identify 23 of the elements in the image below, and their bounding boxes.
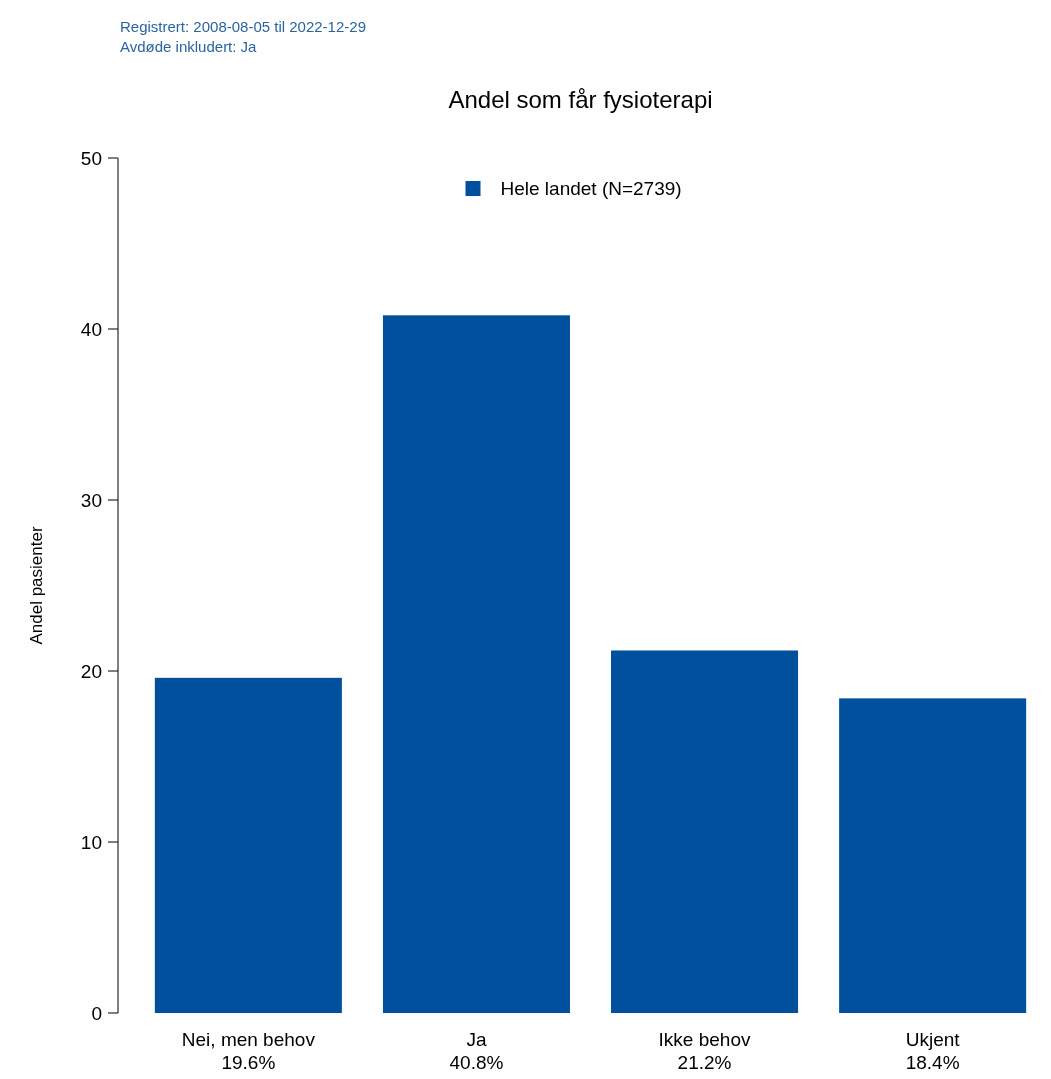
chart-title: Andel som får fysioterapi bbox=[448, 86, 713, 113]
data-label: 18.4% bbox=[905, 1052, 960, 1073]
text: Avdøde inkludert: Ja bbox=[120, 38, 258, 55]
bar bbox=[611, 650, 799, 1013]
x-tick-label: Nei, men behov bbox=[181, 1029, 316, 1050]
data-label: 19.6% bbox=[221, 1052, 276, 1073]
y-tick-label: 40 bbox=[80, 318, 102, 340]
bar bbox=[839, 698, 1027, 1013]
legend-label: Hele landet (N=2739) bbox=[500, 177, 682, 199]
data-label: 40.8% bbox=[449, 1052, 504, 1073]
x-tick-label: Ukjent bbox=[905, 1029, 961, 1050]
y-tick-label: 0 bbox=[91, 1002, 102, 1024]
y-tick-label: 50 bbox=[80, 147, 102, 169]
bar bbox=[382, 315, 570, 1013]
y-tick-label: 30 bbox=[80, 489, 102, 511]
x-tick-label: Ikke behov bbox=[658, 1029, 751, 1050]
bar bbox=[154, 677, 342, 1013]
y-tick-label: 10 bbox=[80, 831, 102, 853]
x-tick-label: Ja bbox=[466, 1029, 487, 1050]
y-tick-label: 20 bbox=[80, 660, 102, 682]
text: Registrert: 2008-08-05 til 2022-12-29 bbox=[120, 18, 366, 35]
data-label: 21.2% bbox=[677, 1052, 732, 1073]
y-axis-title: Andel pasienter bbox=[27, 526, 46, 645]
